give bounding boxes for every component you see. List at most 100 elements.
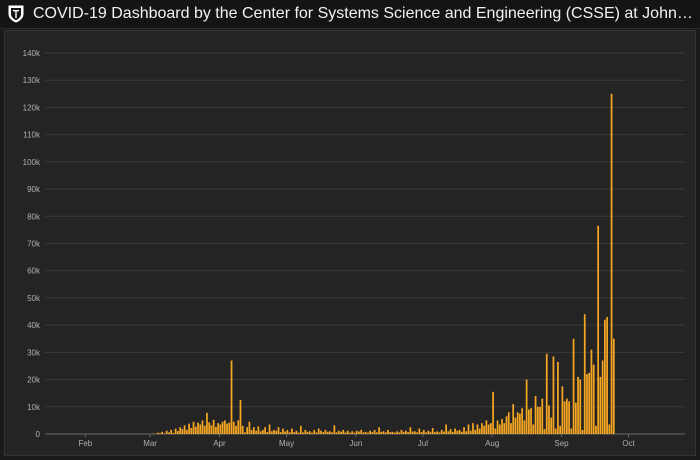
bar[interactable]: [440, 429, 443, 434]
bar[interactable]: [427, 430, 430, 434]
bar[interactable]: [581, 429, 584, 434]
bar[interactable]: [503, 423, 506, 434]
bar[interactable]: [255, 430, 257, 434]
bar[interactable]: [152, 433, 155, 434]
bar[interactable]: [159, 433, 161, 434]
bar[interactable]: [469, 430, 472, 434]
bar[interactable]: [282, 428, 284, 434]
bar[interactable]: [346, 430, 349, 434]
bar[interactable]: [552, 356, 555, 434]
bar[interactable]: [212, 419, 215, 434]
bar[interactable]: [371, 432, 374, 434]
bar[interactable]: [163, 433, 166, 434]
bar[interactable]: [313, 429, 316, 434]
bar[interactable]: [199, 424, 202, 434]
bar[interactable]: [579, 379, 582, 434]
bar[interactable]: [387, 429, 389, 434]
bar[interactable]: [568, 401, 570, 434]
bar[interactable]: [197, 422, 199, 434]
bar[interactable]: [291, 428, 293, 434]
bar[interactable]: [177, 431, 179, 434]
bar[interactable]: [396, 431, 398, 434]
bar[interactable]: [235, 425, 237, 434]
bar[interactable]: [297, 432, 300, 434]
bar[interactable]: [342, 429, 345, 434]
bar[interactable]: [268, 424, 271, 434]
bar[interactable]: [595, 425, 597, 434]
bar[interactable]: [447, 431, 450, 434]
bar[interactable]: [458, 429, 461, 434]
bar[interactable]: [393, 432, 396, 434]
bar[interactable]: [320, 430, 322, 434]
bar[interactable]: [402, 431, 405, 434]
bar[interactable]: [527, 409, 530, 434]
bar[interactable]: [364, 431, 367, 434]
bar[interactable]: [492, 391, 494, 434]
bar[interactable]: [413, 431, 416, 434]
bar[interactable]: [201, 420, 204, 434]
bar[interactable]: [219, 424, 222, 434]
bar[interactable]: [331, 432, 333, 434]
bar[interactable]: [554, 428, 557, 434]
bar[interactable]: [574, 402, 577, 434]
bar[interactable]: [253, 427, 255, 434]
bar[interactable]: [208, 422, 211, 434]
bar[interactable]: [545, 353, 548, 434]
bar[interactable]: [409, 427, 412, 434]
bar[interactable]: [206, 412, 208, 434]
bar[interactable]: [355, 430, 358, 434]
bar[interactable]: [228, 422, 231, 434]
bar[interactable]: [156, 432, 159, 434]
bar[interactable]: [474, 429, 477, 434]
bar[interactable]: [221, 421, 224, 434]
bar[interactable]: [407, 432, 410, 434]
bar[interactable]: [494, 428, 497, 434]
bar[interactable]: [277, 427, 280, 434]
bar[interactable]: [577, 376, 579, 434]
bar[interactable]: [275, 430, 278, 434]
bar[interactable]: [284, 431, 287, 434]
bar[interactable]: [270, 431, 273, 434]
bar[interactable]: [382, 431, 385, 434]
bar[interactable]: [311, 432, 313, 434]
bar[interactable]: [543, 429, 546, 434]
bar[interactable]: [168, 432, 170, 434]
bar[interactable]: [349, 432, 351, 434]
bar[interactable]: [257, 426, 260, 434]
bar[interactable]: [539, 406, 541, 434]
bar[interactable]: [588, 372, 591, 434]
bar[interactable]: [483, 425, 486, 434]
bar[interactable]: [295, 430, 298, 434]
bar[interactable]: [612, 338, 615, 434]
bar[interactable]: [541, 398, 544, 434]
bar[interactable]: [460, 431, 463, 434]
bar[interactable]: [239, 399, 242, 434]
bar[interactable]: [210, 425, 213, 434]
bar[interactable]: [279, 432, 282, 434]
bar[interactable]: [248, 421, 251, 434]
bar[interactable]: [391, 431, 394, 434]
bar[interactable]: [373, 429, 376, 434]
bar[interactable]: [226, 423, 228, 434]
bar[interactable]: [329, 431, 331, 434]
bar[interactable]: [463, 427, 465, 434]
bar[interactable]: [308, 431, 311, 434]
bar[interactable]: [324, 429, 327, 434]
bar[interactable]: [425, 432, 427, 434]
bar[interactable]: [411, 431, 414, 434]
bar[interactable]: [485, 420, 488, 434]
bar[interactable]: [599, 376, 602, 434]
bar[interactable]: [286, 429, 289, 434]
bar[interactable]: [244, 432, 246, 434]
bar[interactable]: [489, 423, 492, 434]
bar[interactable]: [525, 379, 528, 434]
bar[interactable]: [389, 432, 392, 434]
bar[interactable]: [429, 431, 432, 434]
bar[interactable]: [523, 420, 526, 434]
bar[interactable]: [590, 349, 593, 434]
bar[interactable]: [472, 423, 474, 434]
bar[interactable]: [250, 429, 253, 434]
bar[interactable]: [559, 425, 562, 434]
bar[interactable]: [190, 428, 193, 434]
bar[interactable]: [369, 430, 371, 434]
